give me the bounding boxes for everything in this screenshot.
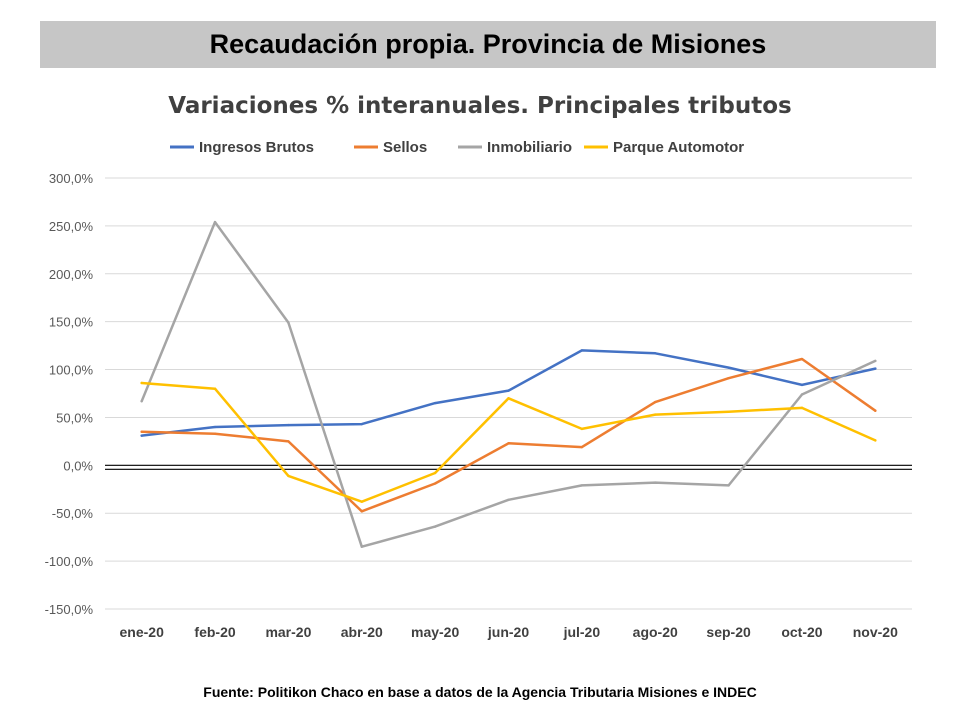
- data-point: [433, 482, 437, 485]
- chart-title: Variaciones % interanuales. Principales …: [168, 93, 792, 119]
- source-note: Fuente: Politikon Chaco en base a datos …: [203, 684, 757, 700]
- data-point: [654, 481, 657, 484]
- data-point: [727, 366, 730, 369]
- title-banner: Recaudación propia. Provincia de Misione…: [40, 21, 936, 68]
- x-tick-label: may-20: [411, 624, 459, 640]
- data-point: [874, 367, 877, 370]
- data-point: [140, 399, 143, 403]
- data-point: [727, 484, 730, 487]
- y-tick-label: -50,0%: [52, 506, 94, 521]
- data-point: [800, 383, 804, 387]
- data-point: [507, 498, 510, 502]
- data-point: [213, 432, 217, 435]
- data-point: [140, 434, 143, 437]
- data-point: [433, 471, 437, 475]
- data-point: [213, 425, 217, 429]
- x-tick-label: mar-20: [265, 624, 311, 640]
- data-point: [507, 389, 510, 392]
- data-point: [507, 442, 510, 445]
- y-tick-label: 100,0%: [49, 363, 94, 378]
- y-tick-label: 250,0%: [49, 219, 94, 234]
- data-point: [360, 422, 363, 426]
- x-tick-label: ene-20: [120, 624, 165, 640]
- legend-label: Ingresos Brutos: [199, 139, 314, 156]
- legend-label: Parque Automotor: [613, 139, 744, 156]
- x-tick-label: nov-20: [853, 624, 898, 640]
- data-point: [580, 349, 584, 352]
- x-tick-label: sep-20: [706, 624, 751, 640]
- data-point: [360, 545, 363, 548]
- y-tick-label: 300,0%: [49, 171, 94, 186]
- data-point: [213, 220, 217, 224]
- series-line: [140, 349, 877, 437]
- series-line: [140, 220, 877, 548]
- data-point: [287, 474, 290, 478]
- y-tick-label: 200,0%: [49, 267, 94, 282]
- y-tick-label: 0,0%: [63, 458, 93, 473]
- x-tick-label: oct-20: [781, 624, 822, 640]
- data-point: [874, 359, 877, 363]
- data-point: [213, 387, 217, 390]
- y-tick-label: 150,0%: [49, 315, 94, 330]
- data-point: [360, 510, 363, 513]
- data-point: [507, 397, 510, 400]
- data-point: [433, 401, 437, 405]
- x-tick-label: abr-20: [341, 624, 383, 640]
- legend-label: Inmobiliario: [487, 139, 572, 156]
- data-point: [580, 427, 584, 431]
- data-point: [433, 525, 437, 528]
- legend-label: Sellos: [383, 139, 427, 156]
- data-point: [654, 352, 657, 355]
- data-point: [580, 445, 584, 449]
- y-tick-label: -150,0%: [45, 602, 94, 617]
- data-point: [727, 376, 730, 380]
- data-point: [287, 423, 290, 427]
- data-point: [287, 321, 290, 324]
- data-point: [654, 400, 657, 404]
- data-point: [140, 430, 143, 434]
- data-point: [727, 410, 730, 413]
- data-point: [580, 484, 584, 487]
- x-tick-label: ago-20: [633, 624, 678, 640]
- data-point: [140, 381, 143, 385]
- x-tick-label: jul-20: [563, 624, 601, 640]
- data-point: [360, 500, 363, 503]
- series-line: [140, 357, 877, 513]
- data-point: [287, 440, 290, 443]
- data-point: [800, 393, 804, 396]
- data-point: [654, 413, 657, 416]
- page-title: Recaudación propia. Provincia de Misione…: [209, 29, 767, 59]
- data-point: [874, 409, 877, 412]
- data-point: [874, 439, 877, 442]
- x-tick-label: feb-20: [194, 624, 235, 640]
- x-tick-label: jun-20: [487, 624, 529, 640]
- y-tick-label: 50,0%: [56, 410, 93, 425]
- y-tick-label: -100,0%: [45, 554, 94, 569]
- data-point: [800, 357, 804, 361]
- data-point: [800, 406, 804, 410]
